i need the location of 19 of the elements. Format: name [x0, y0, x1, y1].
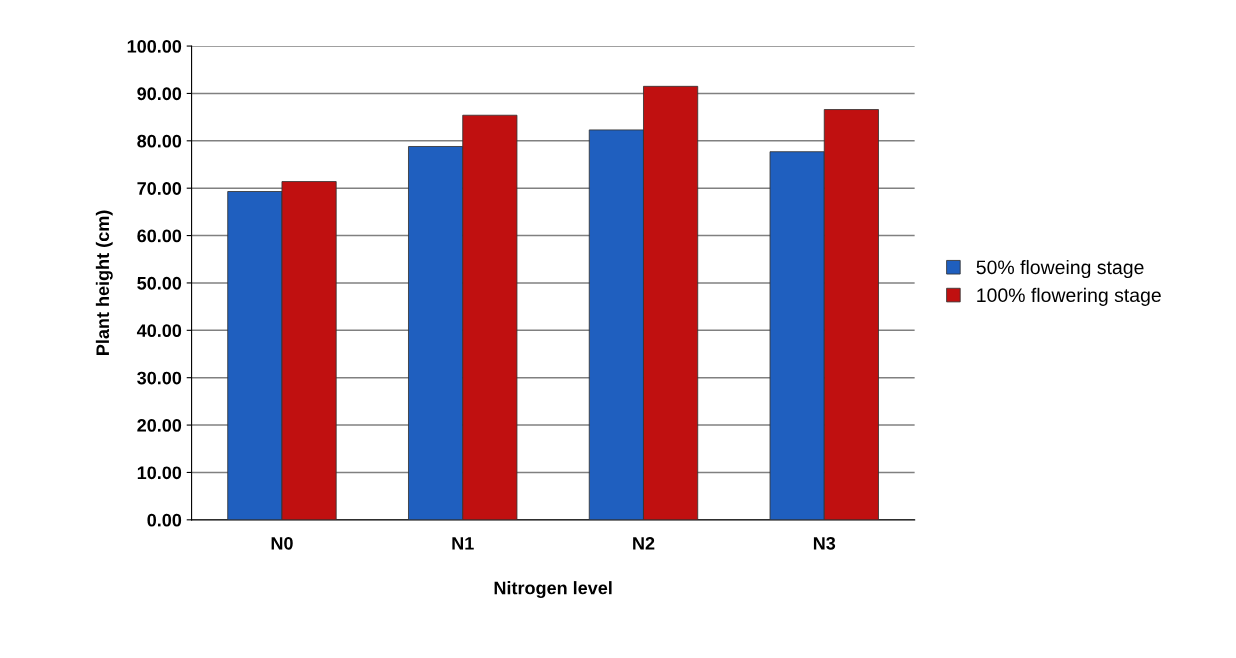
x-tick-label: N3 [813, 536, 836, 550]
y-tick-label: 40.00 [136, 324, 182, 338]
y-tick-label: 70.00 [137, 182, 182, 195]
y-tick-label: 90.00 [137, 87, 182, 101]
x-tick-label: N2 [633, 536, 655, 550]
x-tick-label: N0 [271, 536, 293, 550]
x-tick-label: N1 [452, 537, 474, 550]
legend-label: 100% flowering stage [977, 287, 1161, 306]
y-tick-label: 20.00 [137, 419, 182, 432]
y-tick-label: 80.00 [137, 134, 182, 148]
y-tick-label: 50.00 [137, 276, 182, 290]
y-tick-label: 0.00 [147, 513, 182, 527]
y-tick-label: 30.00 [137, 371, 182, 385]
legend-label: 50% floweing stage [976, 259, 1144, 279]
x-axis-title: Nitrogen level [494, 581, 612, 599]
y-axis-title: Plant height (cm) [95, 210, 113, 355]
y-tick-label: 100.00 [127, 39, 182, 53]
y-tick-label: 60.00 [137, 229, 182, 243]
y-tick-label: 10.00 [137, 466, 182, 480]
